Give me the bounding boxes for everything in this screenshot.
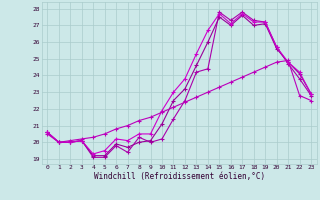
X-axis label: Windchill (Refroidissement éolien,°C): Windchill (Refroidissement éolien,°C): [94, 172, 265, 181]
